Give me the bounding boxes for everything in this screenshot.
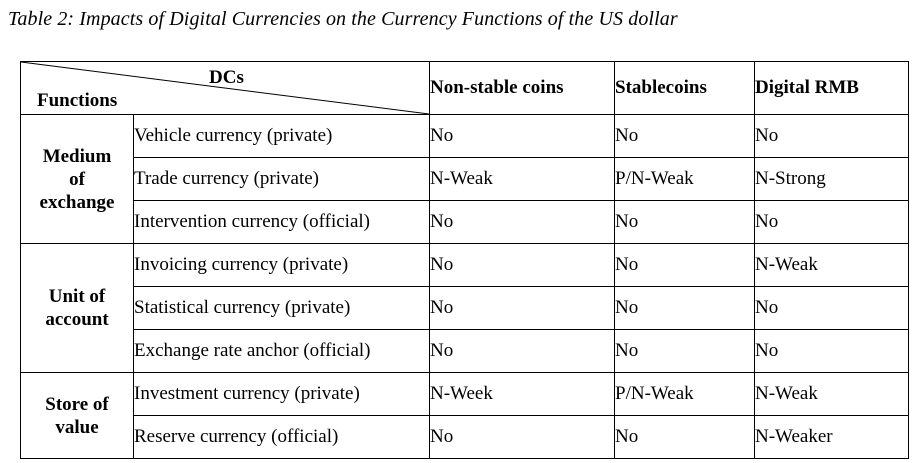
- cell-non-stable-coins: No: [429, 114, 615, 158]
- cell-digital-rmb: N-Weaker: [754, 415, 909, 459]
- table-row: Intervention currency (official) No No N…: [21, 200, 909, 244]
- table-caption: Table 2: Impacts of Digital Currencies o…: [8, 8, 678, 30]
- corner-functions-label: Functions: [37, 90, 118, 111]
- table-row: Store of value Investment currency (priv…: [20, 372, 909, 459]
- cell-digital-rmb: No: [754, 286, 909, 330]
- diagonal-divider: [21, 62, 429, 114]
- cell-non-stable-coins: No: [429, 415, 615, 459]
- col-header-digital-rmb: Digital RMB: [754, 61, 909, 115]
- col-header-non-stable-coins: Non-stable coins: [429, 61, 615, 115]
- cell-stablecoins: No: [614, 114, 755, 158]
- function-label: Statistical currency (private): [133, 286, 430, 330]
- function-label: Reserve currency (official): [133, 415, 430, 459]
- table-row: Trade currency (private) N-Weak P/N-Weak…: [21, 157, 909, 201]
- table-row: Unit of account Invoicing currency (priv…: [20, 243, 909, 373]
- function-label: Exchange rate anchor (official): [133, 329, 430, 373]
- cell-non-stable-coins: No: [429, 243, 615, 287]
- cell-digital-rmb: N-Weak: [754, 243, 909, 287]
- function-label: Vehicle currency (private): [133, 114, 430, 158]
- group-store-of-value: Store of value: [20, 372, 134, 459]
- cell-stablecoins: No: [614, 243, 755, 287]
- cell-non-stable-coins: No: [429, 200, 615, 244]
- function-label: Intervention currency (official): [133, 200, 430, 244]
- function-label: Invoicing currency (private): [133, 243, 430, 287]
- corner-dcs-label: DCs: [209, 67, 244, 88]
- cell-digital-rmb: N-Weak: [754, 372, 909, 416]
- cell-stablecoins: P/N-Weak: [614, 372, 755, 416]
- cell-stablecoins: No: [614, 200, 755, 244]
- function-label: Trade currency (private): [133, 157, 430, 201]
- impacts-table: DCs Functions Non-stable coins Stablecoi…: [20, 61, 909, 459]
- cell-stablecoins: P/N-Weak: [614, 157, 755, 201]
- col-header-stablecoins: Stablecoins: [614, 61, 755, 115]
- table-row: Medium of exchange Vehicle currency (pri…: [20, 114, 909, 244]
- function-label: Investment currency (private): [133, 372, 430, 416]
- cell-non-stable-coins: N-Week: [429, 372, 615, 416]
- cell-non-stable-coins: N-Weak: [429, 157, 615, 201]
- cell-non-stable-coins: No: [429, 286, 615, 330]
- cell-non-stable-coins: No: [429, 329, 615, 373]
- corner-header-cell: DCs Functions: [20, 61, 430, 115]
- cell-digital-rmb: No: [754, 200, 909, 244]
- cell-stablecoins: No: [614, 329, 755, 373]
- cell-digital-rmb: No: [754, 114, 909, 158]
- table-row: Statistical currency (private) No No No: [21, 286, 909, 330]
- table-row: Reserve currency (official) No No N-Weak…: [21, 415, 909, 459]
- cell-stablecoins: No: [614, 286, 755, 330]
- group-unit-of-account: Unit of account: [20, 243, 134, 373]
- cell-digital-rmb: No: [754, 329, 909, 373]
- header-row: DCs Functions Non-stable coins Stablecoi…: [20, 61, 909, 115]
- table-row: Exchange rate anchor (official) No No No: [21, 329, 909, 373]
- group-medium-of-exchange: Medium of exchange: [20, 114, 134, 244]
- cell-digital-rmb: N-Strong: [754, 157, 909, 201]
- cell-stablecoins: No: [614, 415, 755, 459]
